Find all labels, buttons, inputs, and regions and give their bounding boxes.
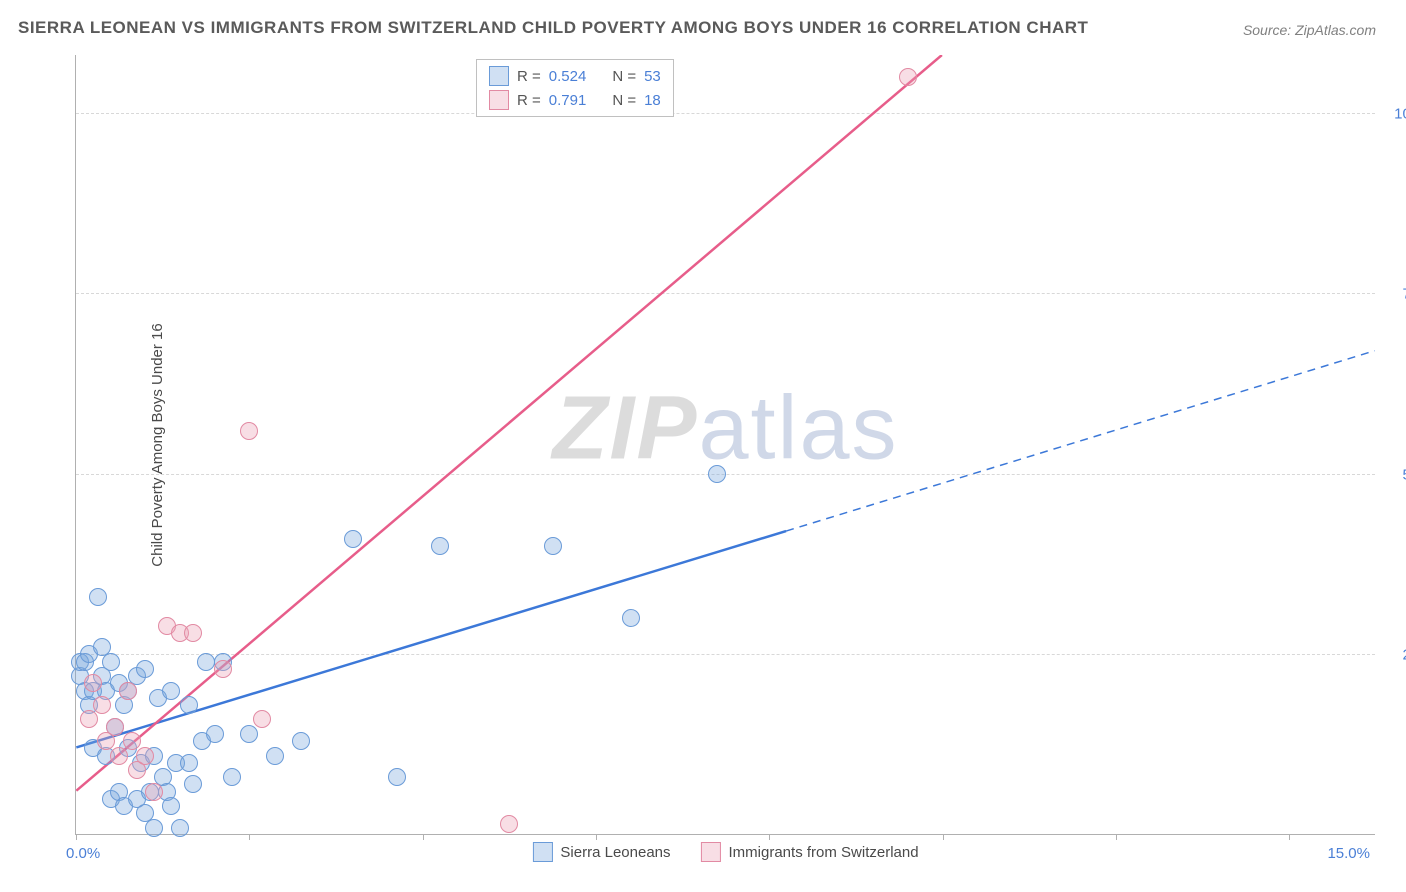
x-tick — [423, 834, 424, 840]
legend-r-value-0: 0.524 — [549, 68, 587, 85]
scatter-point — [136, 747, 154, 765]
scatter-point — [136, 660, 154, 678]
x-axis-max-label: 15.0% — [1327, 845, 1370, 862]
x-tick — [1289, 834, 1290, 840]
scatter-point — [180, 696, 198, 714]
legend-n-value-1: 18 — [644, 92, 661, 109]
gridline-h: 75.0% — [76, 293, 1375, 294]
scatter-point — [119, 682, 137, 700]
legend-stats-row-0: R = 0.524 N = 53 — [489, 64, 661, 88]
legend-series-swatch-1 — [701, 842, 721, 862]
x-tick — [769, 834, 770, 840]
y-tick-label: 100.0% — [1385, 105, 1406, 122]
scatter-point — [388, 768, 406, 786]
x-tick — [249, 834, 250, 840]
watermark: ZIPatlas — [552, 377, 898, 480]
legend-series: Sierra Leoneans Immigrants from Switzerl… — [532, 842, 918, 862]
source-attribution: Source: ZipAtlas.com — [1243, 22, 1376, 38]
scatter-point — [292, 732, 310, 750]
scatter-point — [899, 68, 917, 86]
scatter-point — [102, 653, 120, 671]
x-tick — [1116, 834, 1117, 840]
legend-n-value-0: 53 — [644, 68, 661, 85]
scatter-point — [145, 819, 163, 837]
scatter-point — [89, 588, 107, 606]
legend-r-label-1: R = — [517, 92, 541, 109]
y-tick-label: 25.0% — [1385, 647, 1406, 664]
legend-series-item-1: Immigrants from Switzerland — [701, 842, 919, 862]
scatter-point — [184, 775, 202, 793]
gridline-h: 25.0% — [76, 654, 1375, 655]
scatter-point — [214, 660, 232, 678]
scatter-point — [622, 609, 640, 627]
scatter-point — [80, 710, 98, 728]
scatter-point — [240, 422, 258, 440]
scatter-point — [184, 624, 202, 642]
scatter-point — [223, 768, 241, 786]
scatter-point — [110, 747, 128, 765]
scatter-point — [171, 819, 189, 837]
scatter-point — [162, 797, 180, 815]
scatter-point — [431, 537, 449, 555]
legend-swatch-0 — [489, 66, 509, 86]
legend-swatch-1 — [489, 90, 509, 110]
scatter-point — [240, 725, 258, 743]
scatter-point — [708, 465, 726, 483]
chart-title: SIERRA LEONEAN VS IMMIGRANTS FROM SWITZE… — [18, 18, 1088, 38]
x-axis-min-label: 0.0% — [66, 845, 100, 862]
legend-r-value-1: 0.791 — [549, 92, 587, 109]
legend-series-label-1: Immigrants from Switzerland — [729, 844, 919, 861]
scatter-point — [106, 718, 124, 736]
scatter-point — [266, 747, 284, 765]
y-tick-label: 75.0% — [1385, 286, 1406, 303]
watermark-part-b: atlas — [698, 378, 898, 478]
legend-r-label-0: R = — [517, 68, 541, 85]
legend-series-swatch-0 — [532, 842, 552, 862]
scatter-point — [123, 732, 141, 750]
scatter-point — [180, 754, 198, 772]
gridline-h: 100.0% — [76, 113, 1375, 114]
x-tick — [596, 834, 597, 840]
legend-stats: R = 0.524 N = 53 R = 0.791 N = 18 — [476, 59, 674, 117]
legend-n-label-0: N = — [612, 68, 636, 85]
x-tick — [76, 834, 77, 840]
plot-area: ZIPatlas Child Poverty Among Boys Under … — [75, 55, 1375, 835]
y-axis-title: Child Poverty Among Boys Under 16 — [149, 323, 166, 566]
legend-series-label-0: Sierra Leoneans — [560, 844, 670, 861]
scatter-point — [197, 653, 215, 671]
scatter-point — [344, 530, 362, 548]
scatter-point — [253, 710, 271, 728]
scatter-point — [162, 682, 180, 700]
x-tick — [943, 834, 944, 840]
scatter-point — [206, 725, 224, 743]
legend-n-label-1: N = — [612, 92, 636, 109]
scatter-point — [145, 783, 163, 801]
y-tick-label: 50.0% — [1385, 466, 1406, 483]
legend-series-item-0: Sierra Leoneans — [532, 842, 670, 862]
scatter-point — [84, 674, 102, 692]
watermark-part-a: ZIP — [552, 378, 698, 478]
scatter-point — [544, 537, 562, 555]
scatter-point — [500, 815, 518, 833]
scatter-point — [93, 696, 111, 714]
legend-stats-row-1: R = 0.791 N = 18 — [489, 88, 661, 112]
